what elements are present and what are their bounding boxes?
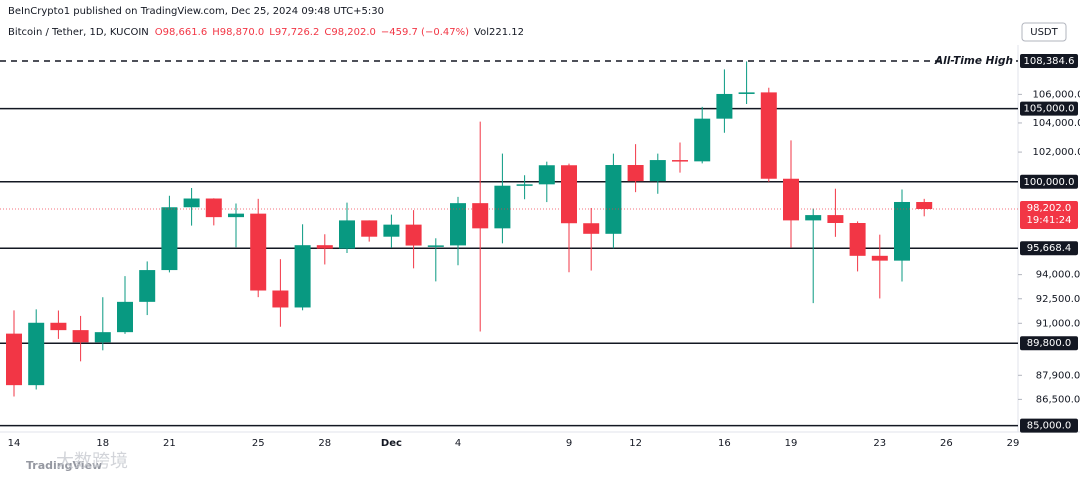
candle-body: [50, 322, 67, 331]
level-label-box: [1020, 101, 1078, 116]
level-label-box: [1020, 53, 1078, 68]
candle-body: [561, 165, 577, 224]
candle-body: [694, 118, 711, 162]
level-label: 108,384.6: [1024, 56, 1075, 67]
watermark: TradingView: [26, 459, 102, 472]
candle-body: [827, 215, 844, 224]
ohlc-legend: O98,661.6 H98,870.0 L97,726.2 C98,202.0 −459…: [155, 27, 524, 38]
candle-body: [627, 165, 644, 182]
y-tick-label: 87,900.0: [1036, 370, 1080, 381]
candle-body: [228, 213, 244, 218]
x-tick-label: 9: [566, 438, 572, 449]
candle-body: [894, 201, 910, 261]
candle-body: [383, 224, 400, 237]
y-tick-label: 104,000.0: [1033, 118, 1080, 129]
x-tick-label: 21: [163, 438, 176, 449]
symbol: Bitcoin / Tether, 1D, KUCOIN: [8, 27, 149, 38]
ohlc-value: H98,870.0: [212, 27, 264, 38]
candle-body: [472, 203, 489, 229]
x-tick-label: Dec: [381, 438, 402, 449]
candle-body: [738, 92, 755, 94]
candle-body: [183, 198, 200, 208]
level-label-box: [1020, 418, 1078, 433]
y-tick-label: 106,000.0: [1033, 89, 1080, 100]
last-price-label: 98,202.0: [1027, 203, 1072, 214]
y-tick-label: 91,000.0: [1036, 318, 1080, 329]
candle-body: [649, 160, 666, 182]
x-tick-label: 29: [1007, 438, 1020, 449]
x-tick-label: 4: [455, 438, 461, 449]
candle-body: [361, 220, 378, 237]
ohlc-value: O98,661.6: [155, 27, 207, 38]
candle-body: [538, 165, 555, 185]
candle-body: [28, 322, 45, 386]
candle-body: [716, 93, 733, 119]
candle-body: [805, 215, 822, 221]
candle-body: [516, 184, 533, 186]
level-label-box: [1020, 174, 1078, 189]
candle-body: [494, 185, 511, 229]
x-tick-label: 26: [940, 438, 953, 449]
ohlc-value: L97,726.2: [269, 27, 319, 38]
candle-body: [139, 270, 156, 302]
candle-body: [405, 224, 422, 246]
candle-body: [72, 330, 89, 343]
candle-body: [760, 92, 777, 179]
level-label-box: [1020, 336, 1078, 351]
x-tick-label: 28: [318, 438, 331, 449]
y-tick-label: 102,000.0: [1033, 147, 1080, 158]
candle-body: [316, 245, 333, 249]
annotation-bg: [942, 53, 1016, 68]
last-price-box: [1020, 201, 1078, 230]
overlay-watermark: 大数跨境: [56, 451, 128, 472]
candle-body: [783, 178, 799, 221]
candle-body: [427, 245, 444, 247]
countdown: 19:41:24: [1027, 215, 1072, 226]
candle-body: [294, 245, 311, 308]
level-label: 105,000.0: [1024, 104, 1075, 115]
candle-body: [272, 290, 289, 308]
candle-body: [849, 223, 866, 256]
x-tick-label: 12: [629, 438, 642, 449]
y-tick-label: 92,500.0: [1036, 294, 1080, 305]
candle-body: [583, 223, 600, 234]
candle-body: [205, 198, 222, 218]
currency: USDT: [1030, 27, 1058, 38]
x-tick-label: 14: [8, 438, 21, 449]
level-annotation: All-Time High: [934, 55, 1013, 67]
candle-body: [117, 301, 133, 333]
candle-body: [6, 333, 22, 386]
candle-body: [605, 165, 622, 234]
level-label: 100,000.0: [1024, 177, 1075, 188]
level-label-box: [1020, 241, 1078, 256]
candle-body: [161, 207, 178, 271]
level-label: 89,800.0: [1027, 338, 1072, 349]
candle-body: [450, 203, 466, 246]
ohlc-value: −459.7 (−0.47%): [381, 27, 469, 38]
x-tick-label: 18: [96, 438, 109, 449]
level-label: 85,000.0: [1027, 421, 1072, 432]
candle-body: [94, 332, 111, 343]
ohlc-value: C98,202.0: [324, 27, 376, 38]
x-tick-label: 19: [785, 438, 798, 449]
ohlc-value: Vol221.12: [474, 27, 524, 38]
x-tick-label: 23: [873, 438, 886, 449]
x-tick-label: 16: [718, 438, 731, 449]
candle-body: [672, 160, 688, 162]
y-tick-label: 94,000.0: [1036, 270, 1080, 281]
candle-body: [339, 220, 355, 249]
level-label: 95,668.4: [1027, 243, 1072, 254]
currency-badge: [1021, 22, 1067, 42]
candle-body: [871, 255, 888, 261]
candle-body: [916, 202, 933, 210]
candle-body: [250, 213, 267, 291]
published-note: BeInCrypto1 published on TradingView.com…: [8, 6, 384, 17]
x-tick-label: 25: [252, 438, 265, 449]
y-tick-label: 86,500.0: [1036, 394, 1080, 405]
